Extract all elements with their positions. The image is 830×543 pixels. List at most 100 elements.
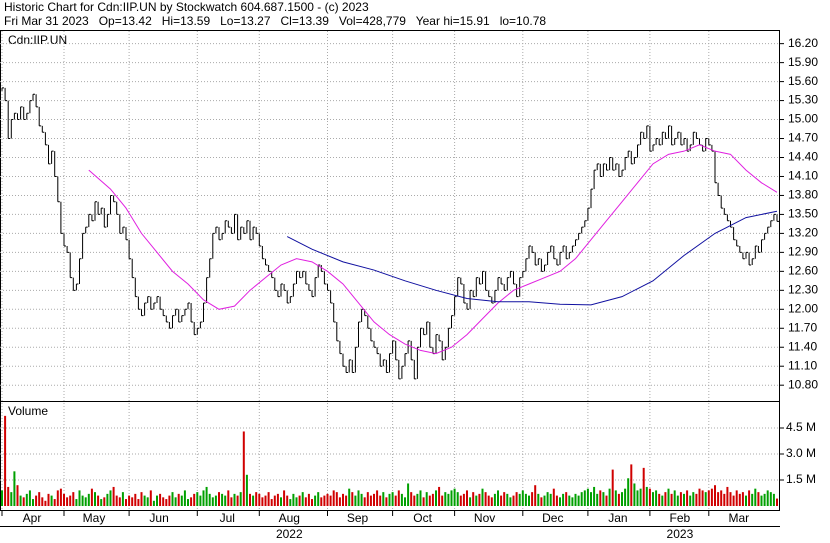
- volume-bar: [342, 493, 344, 506]
- price-bar: [153, 302, 156, 310]
- price-bar: [302, 270, 305, 278]
- price-bar: [69, 252, 73, 279]
- volume-bar: [667, 488, 670, 506]
- price-bar: [668, 125, 671, 139]
- volume-bar: [766, 490, 769, 506]
- price-bar: [17, 113, 20, 121]
- volume-bar: [112, 486, 115, 506]
- price-bar: [420, 327, 423, 348]
- price-bar: [550, 245, 553, 253]
- volume-bar: [171, 492, 174, 506]
- price-bar: [72, 277, 76, 291]
- volume-bar: [106, 493, 109, 506]
- volume-bar: [276, 493, 279, 506]
- volume-bar: [19, 495, 22, 506]
- volume-bar: [574, 493, 577, 506]
- y-tick-label: 13.20: [788, 226, 818, 240]
- volume-bar: [335, 492, 338, 506]
- volume-bar: [149, 490, 152, 506]
- price-bar: [320, 265, 324, 272]
- price-bar: [44, 132, 48, 146]
- price-bar: [652, 144, 655, 152]
- volume-bar: [379, 495, 382, 506]
- x-tick-label: Jan: [608, 511, 627, 525]
- volume-bar: [642, 467, 645, 506]
- volume-bar: [754, 488, 757, 506]
- price-bar: [463, 283, 466, 304]
- price-bar: [147, 296, 150, 303]
- volume-bar: [698, 488, 701, 506]
- price-bar: [683, 138, 686, 145]
- price-bar: [82, 232, 85, 259]
- volume-bar: [47, 493, 50, 506]
- volume-bar: [422, 497, 425, 506]
- volume-bar: [621, 492, 623, 506]
- volume-bar: [686, 490, 689, 506]
- volume-bar: [735, 490, 738, 506]
- volume-bar: [249, 493, 251, 506]
- price-bar: [578, 232, 581, 240]
- price-bar: [593, 169, 597, 190]
- volume-bar: [10, 492, 13, 506]
- price-bar: [705, 138, 708, 152]
- volume-bar: [400, 493, 403, 506]
- volume-bar: [211, 497, 214, 506]
- volume-bar: [562, 493, 565, 506]
- price-bar: [367, 315, 370, 329]
- price-bar: [23, 106, 26, 121]
- price-bar: [767, 226, 770, 234]
- price-bar: [389, 353, 392, 373]
- x-tick-label: May: [83, 511, 106, 525]
- volume-bar: [670, 493, 673, 506]
- volume-bar: [301, 492, 304, 506]
- volume-bar: [317, 492, 320, 506]
- volume-bar: [376, 490, 379, 506]
- volume-bar: [763, 493, 766, 506]
- price-bar: [252, 226, 256, 240]
- price-bar: [559, 251, 562, 266]
- y-tick-label: 10.80: [788, 377, 818, 391]
- volume-bar: [431, 493, 434, 506]
- price-bar: [671, 125, 674, 146]
- price-bar: [606, 163, 609, 171]
- volume-bar: [493, 493, 496, 506]
- price-bar: [358, 321, 361, 348]
- volume-bar: [552, 488, 555, 506]
- volume-bar: [125, 499, 127, 506]
- price-bar: [398, 359, 401, 380]
- volume-bar: [652, 492, 654, 506]
- y-tick-label: 11.10: [788, 358, 817, 372]
- volume-bar: [131, 497, 134, 506]
- price-bar: [587, 207, 590, 221]
- price-bar: [26, 112, 29, 120]
- volume-bar: [645, 486, 648, 506]
- volume-bar: [537, 493, 540, 506]
- volume-bar: [512, 495, 515, 506]
- price-bar: [435, 334, 438, 354]
- volume-bar: [441, 495, 444, 506]
- volume-bar: [338, 497, 341, 506]
- volume-bar: [627, 478, 630, 506]
- price-bar: [32, 93, 35, 101]
- price-bar: [562, 245, 566, 253]
- volume-bar: [655, 490, 658, 506]
- volume-bar: [484, 492, 487, 506]
- price-bar: [680, 132, 683, 146]
- price-bar: [314, 277, 318, 297]
- volume-bar: [94, 492, 96, 506]
- volume-bar: [490, 497, 493, 506]
- price-bar: [20, 106, 23, 120]
- volume-bar: [311, 499, 313, 506]
- volume-bar: [416, 493, 419, 506]
- price-bar: [544, 264, 547, 272]
- price-bar: [472, 290, 476, 298]
- header-title: Historic Chart for Cdn:IIP.UN by Stockwa…: [4, 0, 369, 14]
- volume-bar: [329, 495, 332, 506]
- volume-bar: [264, 495, 267, 506]
- volume-bar: [571, 497, 574, 506]
- volume-bar: [559, 497, 561, 506]
- volume-bar: [369, 495, 372, 506]
- volume-bar: [478, 493, 481, 506]
- price-bar: [156, 296, 159, 303]
